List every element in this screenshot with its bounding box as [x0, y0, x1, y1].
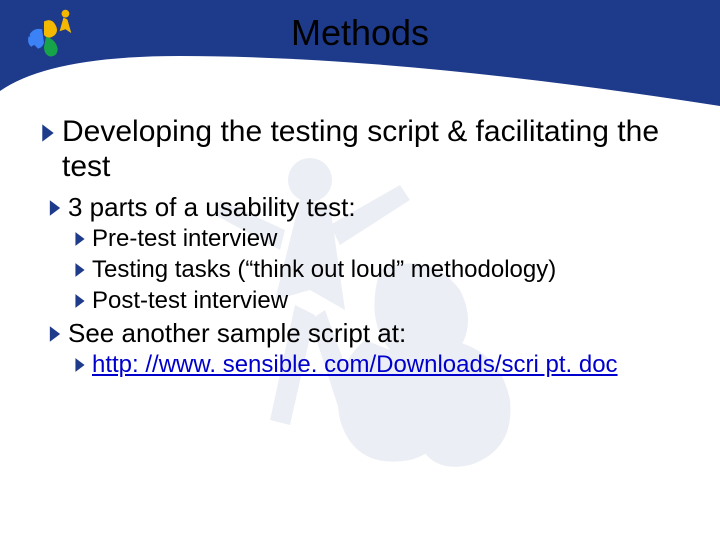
- header-curve: [0, 51, 720, 111]
- bullet-arrow-icon: [40, 123, 56, 143]
- bullet-text: Testing tasks (“think out loud” methodol…: [92, 256, 556, 285]
- bullet-arrow-icon: [48, 199, 62, 217]
- bullet-link[interactable]: http: //www. sensible. com/Downloads/scr…: [92, 351, 618, 380]
- bullet-arrow-icon: [74, 293, 86, 309]
- bullet-text: See another sample script at:: [68, 318, 406, 349]
- bullet-arrow-icon: [74, 231, 86, 247]
- bullet-arrow-icon: [74, 262, 86, 278]
- bullet-text: 3 parts of a usability test:: [68, 192, 356, 223]
- bullet-text: Pre-test interview: [92, 225, 277, 254]
- bullet-arrow-icon: [74, 357, 86, 373]
- bullet-level2: 3 parts of a usability test:: [48, 192, 680, 223]
- bullet-level3: Pre-test interview: [74, 225, 680, 254]
- slide-content: Developing the testing script & facilita…: [40, 115, 680, 382]
- bullet-level3: Testing tasks (“think out loud” methodol…: [74, 256, 680, 285]
- bullet-text: Developing the testing script & facilita…: [62, 115, 680, 184]
- bullet-level1: Developing the testing script & facilita…: [40, 115, 680, 184]
- bullet-level2: See another sample script at:: [48, 318, 680, 349]
- bullet-arrow-icon: [48, 325, 62, 343]
- slide-header: Methods: [0, 0, 720, 110]
- bullet-text: Post-test interview: [92, 287, 288, 316]
- bullet-level3: http: //www. sensible. com/Downloads/scr…: [74, 351, 680, 380]
- bullet-level3: Post-test interview: [74, 287, 680, 316]
- slide-title: Methods: [0, 12, 720, 54]
